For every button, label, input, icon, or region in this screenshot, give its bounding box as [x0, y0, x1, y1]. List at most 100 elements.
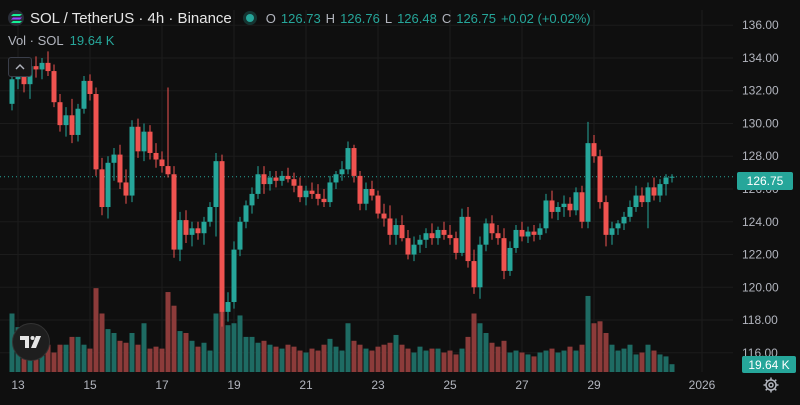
- candle-body: [363, 189, 369, 204]
- volume-bar: [393, 334, 399, 372]
- candle-body: [549, 200, 555, 212]
- volume-bar: [243, 336, 249, 372]
- candle-body: [9, 79, 15, 104]
- solana-logo-icon: [8, 10, 24, 26]
- volume-bar: [429, 348, 435, 372]
- candles: [9, 51, 675, 327]
- volume-value: 19.64 K: [69, 33, 115, 48]
- candle-body: [441, 229, 447, 235]
- volume-bar: [189, 340, 195, 372]
- candle-body: [573, 192, 579, 211]
- candle-body: [489, 223, 495, 234]
- volume-bar: [525, 354, 531, 372]
- symbol-title[interactable]: SOL / TetherUS · 4h · Binance: [30, 9, 232, 27]
- volume-bar: [117, 340, 123, 372]
- candle-body: [63, 115, 69, 126]
- volume-bar: [177, 331, 183, 372]
- volume-bar: [357, 344, 363, 372]
- volume-bar: [183, 333, 189, 372]
- volume-bar: [339, 350, 345, 372]
- candle-body: [537, 228, 543, 235]
- candle-body: [135, 126, 141, 152]
- candle-body: [375, 195, 381, 214]
- volume-bar: [471, 313, 477, 372]
- volume-bar: [591, 323, 597, 372]
- time-axis[interactable]: 13 15 17 19 21 23 25 27 29 2026: [11, 378, 715, 392]
- candle-body: [177, 220, 183, 250]
- candle-body: [615, 223, 621, 229]
- ohlc-legend: O 126.73 H 126.76 L 126.48 C 126.75 +0.02 (+…: [266, 11, 591, 26]
- candle-body: [339, 169, 345, 175]
- volume-bar: [75, 336, 81, 372]
- candle-body: [117, 154, 123, 183]
- candle-body: [141, 131, 147, 152]
- volume-bar: [111, 333, 117, 372]
- candle-body: [111, 154, 117, 163]
- open-label: O: [265, 10, 276, 26]
- candle-body: [285, 175, 291, 180]
- price-tick-label: 130.00: [742, 116, 779, 130]
- tradingview-logo-icon[interactable]: [12, 323, 50, 361]
- volume-bar: [555, 352, 561, 372]
- volume-bar: [615, 350, 621, 372]
- candle-body: [453, 238, 459, 253]
- volume-bar: [195, 346, 201, 372]
- volume-bar: [81, 344, 87, 372]
- volume-bar: [129, 333, 135, 372]
- price-tick-label: 136.00: [742, 18, 779, 32]
- live-dot-icon: [245, 14, 254, 22]
- volume-bar: [231, 323, 237, 372]
- candle-body: [147, 131, 153, 153]
- time-tick-label: 29: [587, 378, 601, 392]
- price-tick-label: 118.00: [742, 313, 778, 327]
- candle-body: [249, 193, 255, 206]
- candle-body: [291, 179, 297, 186]
- time-tick-label: 27: [515, 378, 529, 392]
- close-label: C: [441, 10, 452, 26]
- settings-button[interactable]: [762, 376, 780, 394]
- candle-body: [585, 143, 591, 222]
- volume-bar: [351, 340, 357, 372]
- candle-body: [327, 182, 333, 203]
- volume-bar: [453, 354, 459, 372]
- candle-body: [513, 229, 519, 248]
- volume-bars: [9, 288, 675, 372]
- candle-body: [333, 174, 339, 183]
- candle-body: [579, 192, 585, 222]
- collapse-legend-button[interactable]: [8, 57, 32, 77]
- candle-body: [393, 225, 399, 235]
- volume-bar: [543, 350, 549, 372]
- volume-bar: [603, 333, 609, 372]
- candle-body: [273, 177, 279, 181]
- low-label: L: [384, 10, 393, 26]
- candle-body: [651, 187, 657, 196]
- volume-bar: [567, 346, 573, 372]
- price-tick-label: 134.00: [742, 51, 779, 65]
- volume-bar: [63, 344, 69, 372]
- candle-body: [357, 175, 363, 204]
- volume-legend: Vol · SOL 19.64 K: [8, 33, 114, 48]
- volume-bar: [87, 348, 93, 372]
- volume-bar: [237, 315, 243, 372]
- price-axis[interactable]: 116.00118.00120.00122.00124.00126.00128.…: [742, 18, 779, 360]
- current-volume-tag: 19.64 K: [742, 356, 796, 373]
- candle-body: [45, 62, 51, 72]
- volume-bar: [327, 338, 333, 372]
- price-tick-label: 132.00: [742, 84, 779, 98]
- volume-bar: [345, 323, 351, 372]
- volume-bar: [165, 292, 171, 372]
- time-tick-label: 2026: [689, 378, 716, 392]
- time-tick-label: 15: [83, 378, 97, 392]
- volume-bar: [45, 344, 51, 372]
- candle-body: [525, 231, 531, 237]
- candle-body: [621, 216, 627, 224]
- time-tick-label: 25: [443, 378, 457, 392]
- volume-bar: [381, 344, 387, 372]
- candle-body: [189, 228, 195, 235]
- candle-body: [627, 207, 633, 217]
- candle-body: [429, 233, 435, 239]
- volume-bar: [375, 346, 381, 372]
- volume-label[interactable]: Vol · SOL: [8, 33, 64, 48]
